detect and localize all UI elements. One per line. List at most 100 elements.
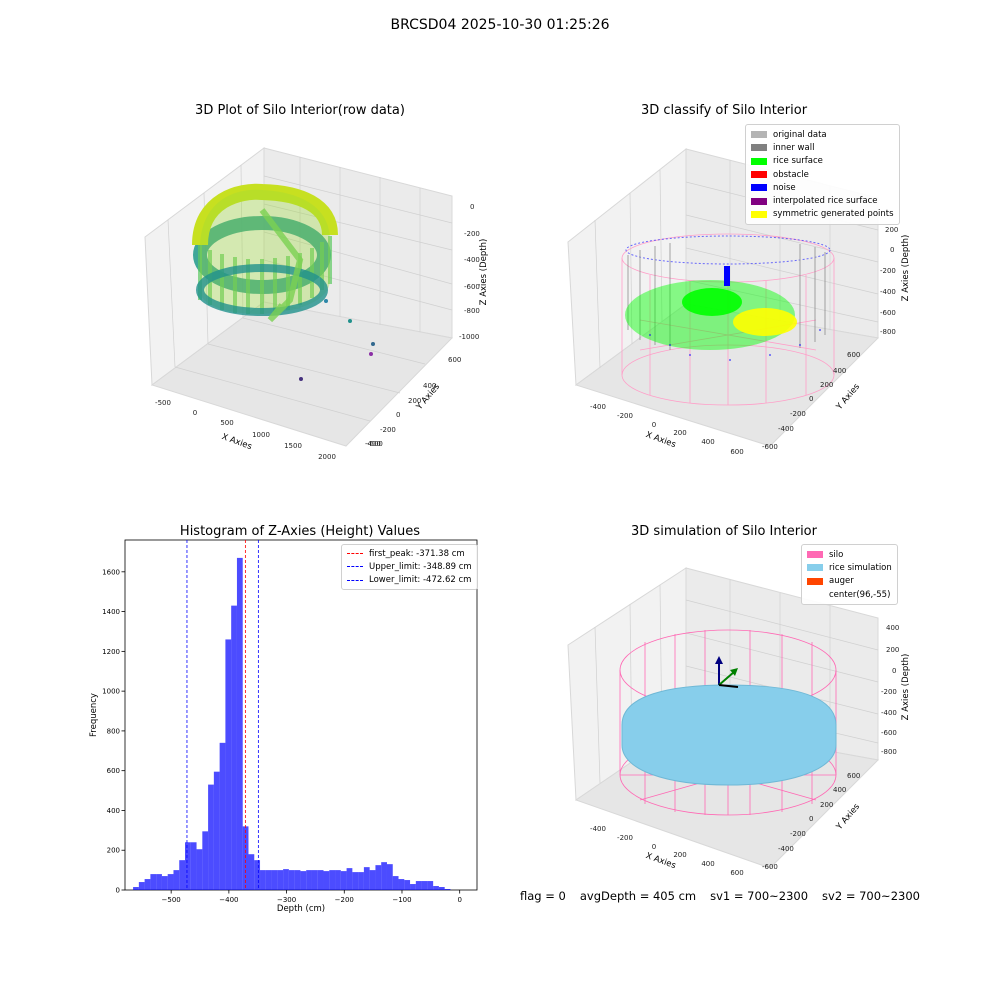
histogram-bar [386, 864, 393, 890]
histogram-bar [392, 876, 399, 890]
histogram-bar [433, 886, 439, 890]
raw-plot-title: 3D Plot of Silo Interior(row data) [195, 103, 405, 118]
y-tick: 0 [809, 395, 813, 403]
histogram-bar [265, 870, 272, 890]
histogram-bar [150, 874, 157, 890]
y-tick-label: 1200 [102, 648, 120, 656]
classify-z-label: Z Axies (Depth) [901, 235, 911, 302]
histogram-bar [427, 881, 434, 890]
histogram-bar [167, 874, 174, 890]
legend-item: symmetric generated points [751, 208, 894, 221]
histogram-bar [329, 870, 336, 890]
x-tick: 1000 [252, 431, 270, 439]
histogram-y-label: Frequency [89, 693, 99, 737]
legend-item: center(96,-55) [807, 588, 892, 601]
histogram-bar [398, 879, 405, 890]
x-tick: 1500 [284, 442, 302, 450]
histogram-bar [196, 849, 203, 890]
legend-item: interpolated rice surface [751, 194, 894, 207]
x-tick-label: −400 [219, 896, 238, 904]
x-tick-label: −300 [277, 896, 296, 904]
raw-z-label: Z Axies (Depth) [479, 239, 489, 306]
histogram-bar [288, 870, 295, 890]
histogram-bar [208, 784, 214, 890]
raw-y-ticks: 600 400 200 0 -200 -400 -400 [365, 356, 461, 448]
z-tick: -200 [464, 230, 480, 238]
x-tick-label: 0 [457, 896, 461, 904]
y-tick-label: 800 [107, 727, 120, 735]
histogram-bar [277, 870, 284, 890]
x-tick: -400 [590, 403, 606, 411]
x-tick: 200 [673, 429, 686, 437]
z-tick: -400 [880, 288, 896, 296]
legend-item: first_peak: -371.38 cm [347, 547, 472, 560]
histogram-bar [254, 860, 261, 890]
y-tick-label: 1400 [102, 608, 120, 616]
histogram-bar [231, 605, 237, 890]
z-tick: -1000 [459, 333, 479, 341]
figure-title: BRCSD04 2025-10-30 01:25:26 [390, 17, 610, 33]
x-tick: 600 [730, 448, 743, 456]
z-tick: 200 [886, 646, 899, 654]
histogram-bar [404, 880, 411, 890]
x-tick: 400 [701, 860, 714, 868]
legend-item: Lower_limit: -472.62 cm [347, 574, 472, 587]
raw-point-ring [192, 183, 375, 381]
histogram-bar [410, 884, 416, 890]
x-tick: 0 [652, 843, 656, 851]
x-tick: -400 [590, 825, 606, 833]
histogram-axes-frame [124, 539, 478, 891]
classify-plot-title: 3D classify of Silo Interior [640, 103, 808, 118]
status-footer: flag = 0 avgDepth = 405 cm sv1 = 700~2300 s… [520, 889, 934, 903]
legend-item: Upper_limit: -348.89 cm [347, 560, 472, 573]
y-tick-label: 200 [107, 847, 120, 855]
histogram-bar [311, 870, 318, 890]
y-tick-label: 400 [107, 807, 120, 815]
histogram-bar [438, 887, 445, 890]
sv2-text: sv2 = 700~2300 [822, 889, 920, 903]
histogram-bar [202, 831, 209, 890]
histogram-bar [138, 882, 145, 890]
raw-3d-plot: -500 0 500 1000 1500 2000 X Axies 600 40… [144, 147, 489, 461]
z-tick: -600 [464, 283, 480, 291]
histogram-bar [363, 867, 370, 890]
simulation-z-label: Z Axies (Depth) [901, 654, 911, 721]
classify-symmetric-points [733, 308, 797, 336]
y-tick: -600 [367, 440, 383, 448]
y-tick: -200 [380, 426, 396, 434]
histogram-bar [213, 771, 220, 890]
x-tick: 0 [652, 421, 656, 429]
histogram-chart: −500 −400 −300 −200 −100 0 0 200 400 600 800 1000 1… [89, 539, 478, 914]
y-tick: -400 [778, 845, 794, 853]
y-tick-label: 1600 [102, 568, 120, 576]
histogram-bar [317, 870, 324, 890]
classify-3d-plot: -400 -200 0 200 400 600 X Axies 600 400 … [567, 147, 911, 456]
histogram-bar [283, 869, 289, 890]
histogram-bar [236, 557, 243, 890]
histogram-legend: first_peak: -371.38 cm Upper_limit: -348… [341, 544, 478, 590]
legend-item: noise [751, 181, 894, 194]
simulation-plot-title: 3D simulation of Silo Interior [631, 524, 817, 539]
histogram-bar [179, 860, 186, 890]
histogram-x-ticks: −500 −400 −300 −200 −100 0 [162, 890, 462, 904]
y-tick: 600 [847, 351, 860, 359]
histogram-bar [415, 881, 422, 890]
y-tick: -200 [790, 830, 806, 838]
simulation-3d-plot: -400 -200 0 200 400 600 X Axies 600 400 … [567, 567, 911, 877]
histogram-bar [271, 870, 278, 890]
y-tick: 200 [820, 801, 833, 809]
histogram-bar [421, 881, 428, 890]
legend-item: obstacle [751, 168, 894, 181]
legend-item: silo [807, 548, 892, 561]
z-tick: -200 [881, 688, 897, 696]
histogram-x-label: Depth (cm) [277, 904, 325, 914]
histogram-bar [225, 639, 232, 890]
x-tick-label: −500 [162, 896, 181, 904]
x-tick-label: −200 [335, 896, 354, 904]
histogram-bar [260, 870, 266, 890]
x-tick: 600 [730, 869, 743, 877]
histogram-bar [161, 876, 168, 890]
y-tick: 400 [833, 786, 846, 794]
legend-item: original data [751, 128, 894, 141]
histogram-y-ticks: 0 200 400 600 800 1000 1200 1400 1600 [102, 568, 125, 895]
